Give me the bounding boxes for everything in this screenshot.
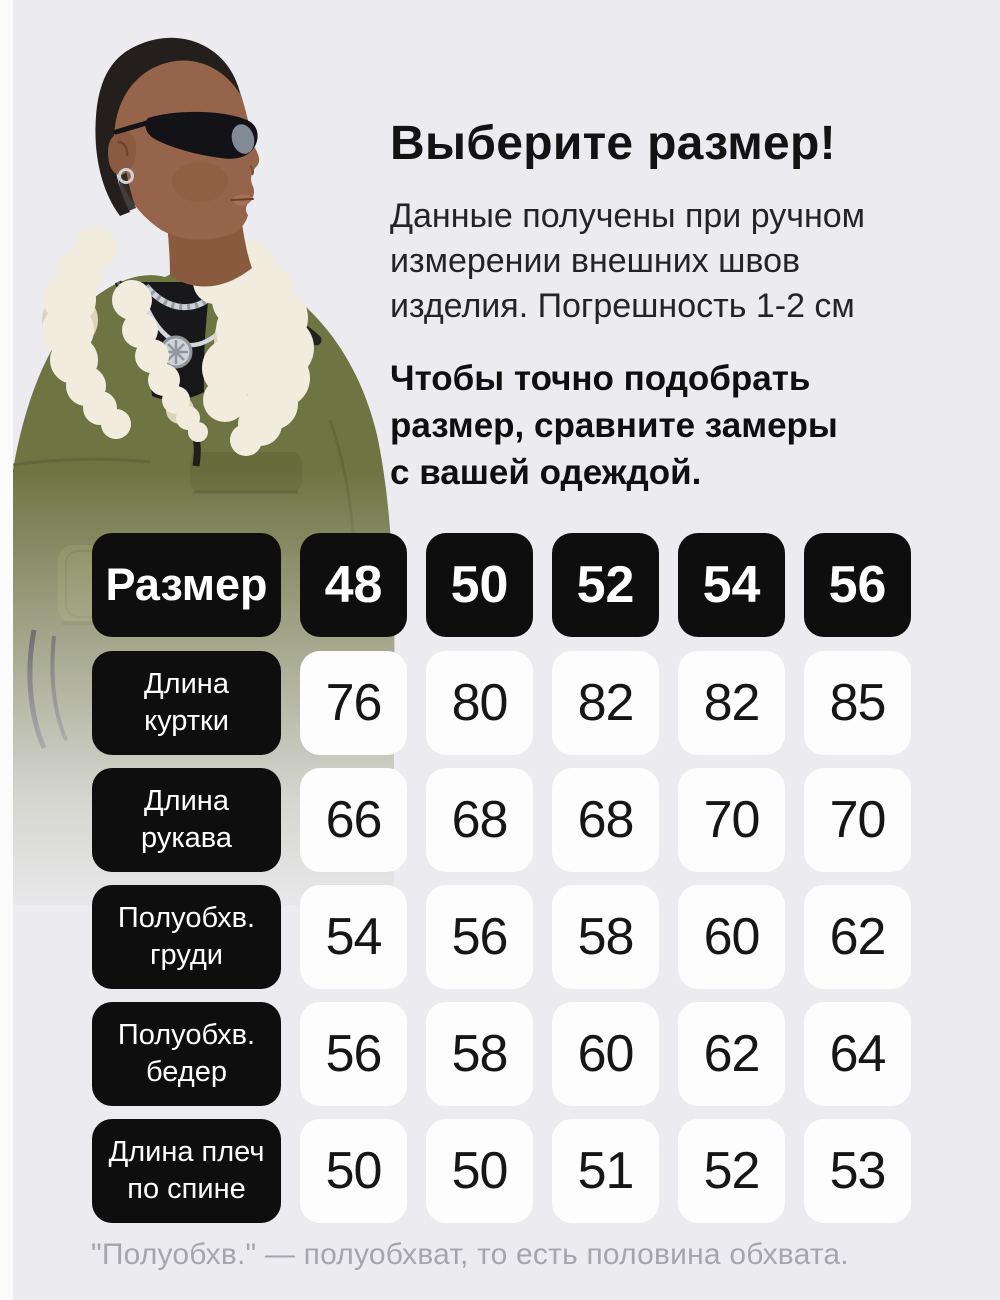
value-cell: 80	[426, 651, 533, 755]
value-cell: 82	[552, 651, 659, 755]
size-header-cell: 50	[426, 533, 533, 637]
intro-block: Выберите размер! Данные получены при руч…	[390, 116, 970, 496]
sunglasses	[113, 111, 258, 159]
value-cell: 66	[300, 768, 407, 872]
left-edge-strip	[0, 0, 13, 1300]
value-cell: 82	[678, 651, 785, 755]
value-cell: 68	[426, 768, 533, 872]
value-cell: 58	[426, 1002, 533, 1106]
measurement-note-line: изделия. Погрешность 1-2 см	[390, 287, 855, 325]
value-cell: 70	[804, 768, 911, 872]
size-header-cell: 52	[552, 533, 659, 637]
value-cell: 85	[804, 651, 911, 755]
value-cell: 51	[552, 1119, 659, 1223]
advice-text-line: размер, сравните замеры	[390, 406, 838, 445]
value-cell: 60	[552, 1002, 659, 1106]
size-header-cell: 48	[300, 533, 407, 637]
advice-text-line: с вашей одеждой.	[390, 453, 702, 492]
value-cell: 58	[552, 885, 659, 989]
table-row-chest: Полуобхв. груди 54 56 58 60 62	[92, 885, 911, 989]
size-header-cell: 54	[678, 533, 785, 637]
size-header-cell: 56	[804, 533, 911, 637]
value-cell: 50	[300, 1119, 407, 1223]
value-cell: 53	[804, 1119, 911, 1223]
footnote: "Полуобхв." — полуобхват, то есть полови…	[91, 1238, 849, 1271]
table-row-jacket-length: Длина куртки 76 80 82 82 85	[92, 651, 911, 755]
value-cell: 68	[552, 768, 659, 872]
size-header-row: Размер 48 50 52 54 56	[92, 533, 911, 637]
measurement-label-cell: Полуобхв. груди	[92, 885, 281, 989]
table-row-sleeve-length: Длина рукава 66 68 68 70 70	[92, 768, 911, 872]
advice-text: Чтобы точно подобрать размер, сравните з…	[390, 355, 970, 496]
value-cell: 50	[426, 1119, 533, 1223]
measurement-note-line: измерении внешних швов	[390, 242, 801, 280]
table-row-shoulders: Длина плеч по спине 50 50 51 52 53	[92, 1119, 911, 1223]
value-cell: 70	[678, 768, 785, 872]
measurement-label-cell: Полуобхв. бедер	[92, 1002, 281, 1106]
advice-text-line: Чтобы точно подобрать	[390, 359, 811, 398]
head	[95, 37, 260, 287]
table-row-hips: Полуобхв. бедер 56 58 60 62 64	[92, 1002, 911, 1106]
measurement-label-cell: Длина куртки	[92, 651, 281, 755]
value-cell: 76	[300, 651, 407, 755]
value-cell: 60	[678, 885, 785, 989]
page-title: Выберите размер!	[390, 117, 836, 170]
measurement-label-cell: Длина рукава	[92, 768, 281, 872]
value-cell: 52	[678, 1119, 785, 1223]
measurement-note: Данные получены при ручном измерении вне…	[390, 194, 970, 329]
size-table: Размер 48 50 52 54 56 Длина куртки 76 80…	[92, 533, 911, 1236]
value-cell: 62	[678, 1002, 785, 1106]
value-cell: 56	[426, 885, 533, 989]
value-cell: 56	[300, 1002, 407, 1106]
measurement-label-cell: Длина плеч по спине	[92, 1119, 281, 1223]
table-corner-cell: Размер	[92, 533, 281, 637]
value-cell: 62	[804, 885, 911, 989]
ear	[108, 131, 137, 176]
value-cell: 54	[300, 885, 407, 989]
measurement-note-line: Данные получены при ручном	[390, 197, 866, 235]
earring	[118, 168, 134, 184]
value-cell: 64	[804, 1002, 911, 1106]
hair	[95, 37, 240, 216]
